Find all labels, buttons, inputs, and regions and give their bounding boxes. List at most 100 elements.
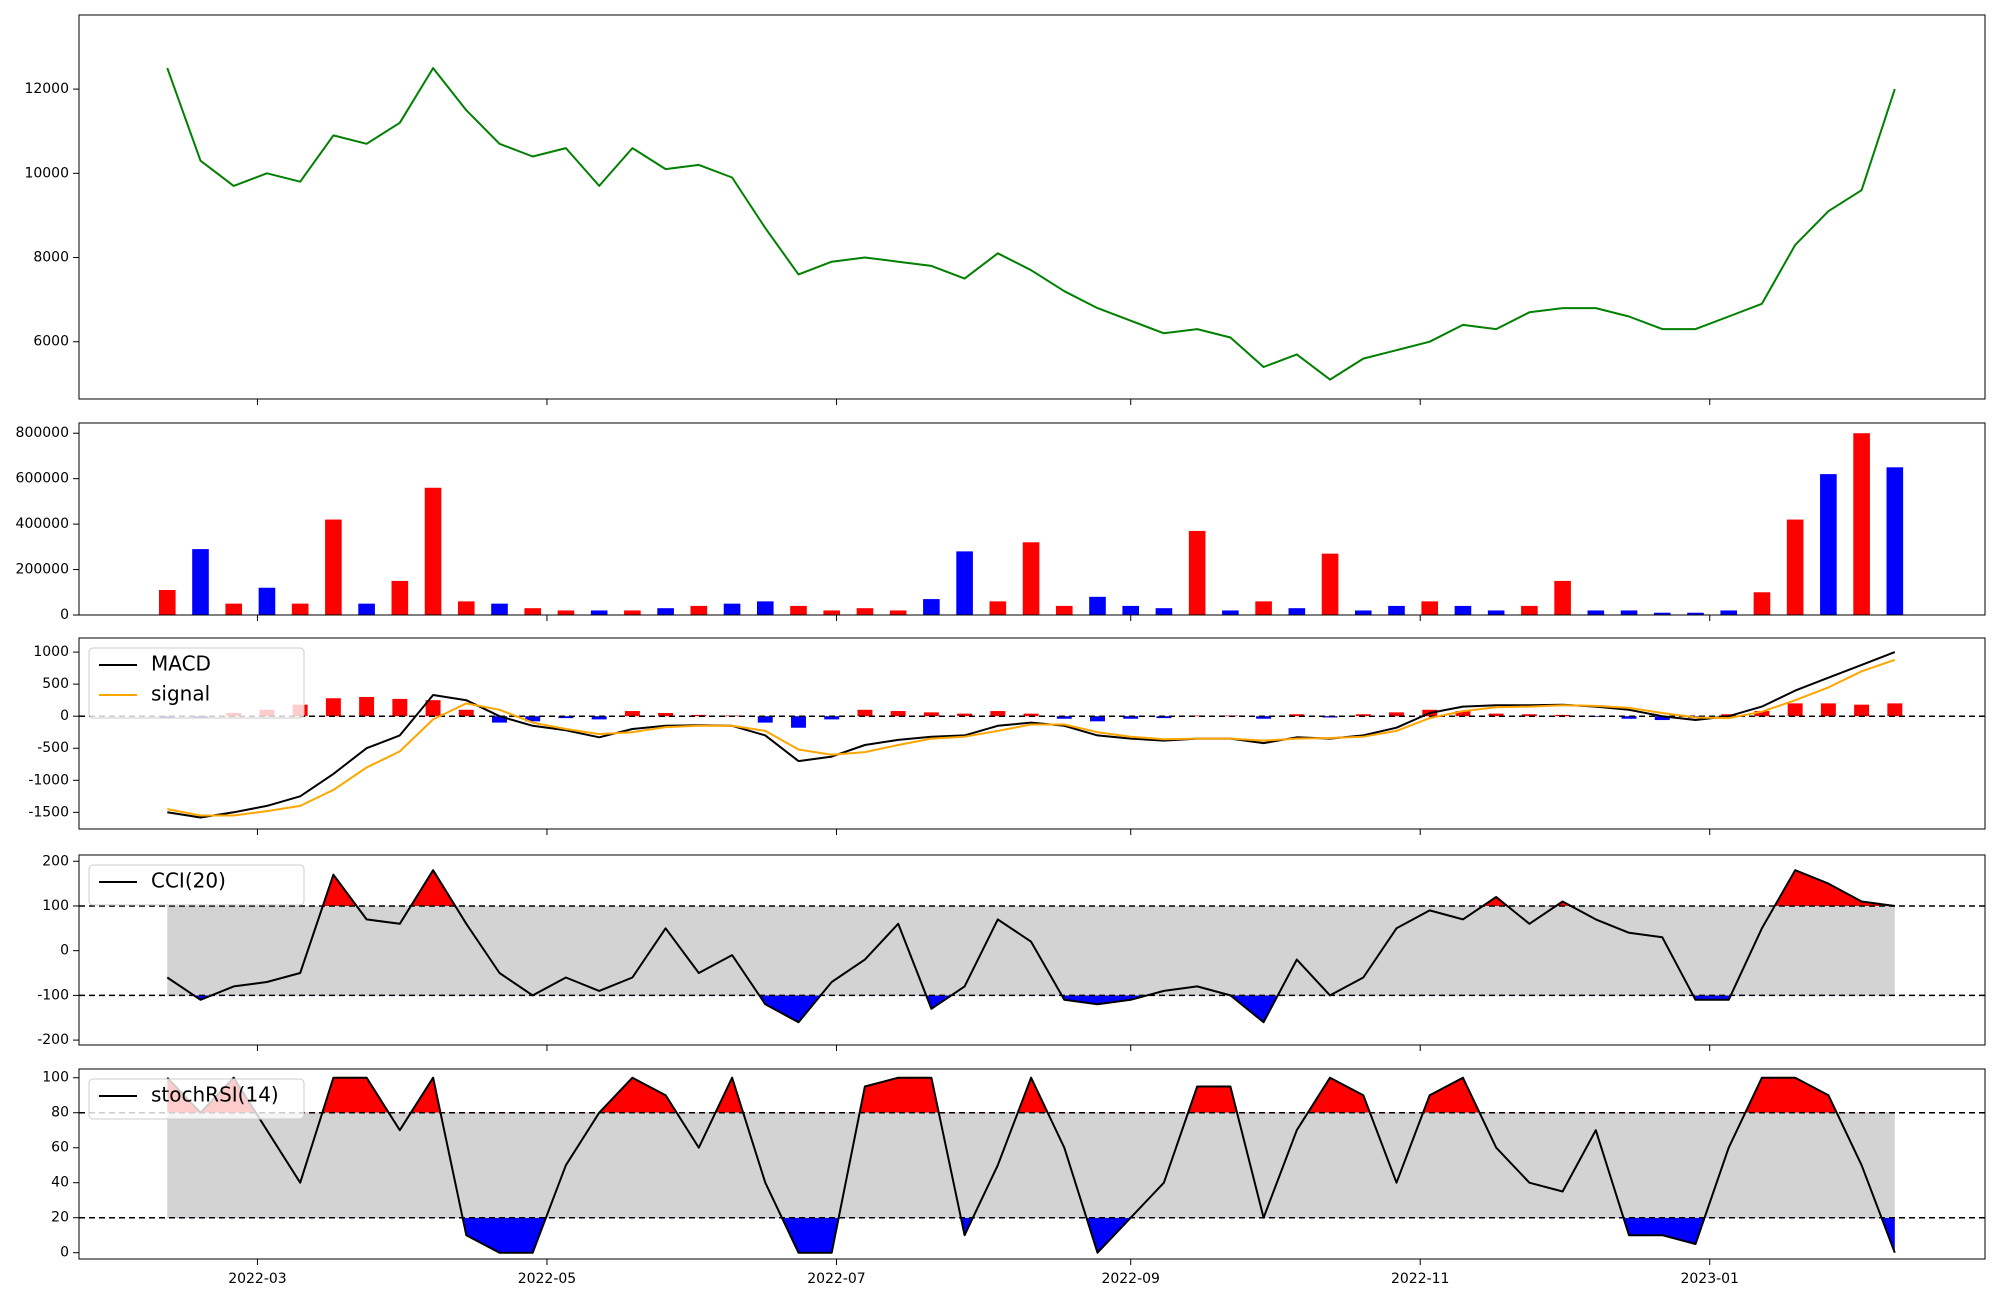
histogram-bar: [1189, 715, 1205, 717]
volume-bar: [1022, 542, 1040, 615]
histogram-bar: [824, 716, 840, 720]
volume-bar: [424, 487, 442, 615]
legend: CCI(20): [88, 864, 305, 906]
volume-bar: [1554, 580, 1571, 615]
plot-frame: [78, 854, 1986, 1046]
volume-bar: [856, 608, 874, 615]
histogram-bar: [757, 716, 773, 723]
x-tick-label: 2022-09: [1101, 1271, 1160, 1287]
plot-frame: [78, 1068, 1986, 1260]
volume-bar: [1321, 553, 1339, 615]
histogram-bar: [624, 711, 640, 717]
histogram-bar: [1156, 716, 1172, 719]
volume-bar: [1687, 612, 1704, 615]
histogram-bar: [1355, 714, 1371, 717]
volume-bar: [291, 603, 309, 615]
volume-bar: [391, 580, 409, 615]
histogram-bar: [1123, 716, 1139, 719]
volume-bar: [1886, 467, 1904, 615]
threshold-fill: [167, 1077, 1837, 1113]
y-tick-label: -1000: [28, 772, 69, 788]
histogram-bar: [691, 714, 707, 717]
volume-bar: [1222, 610, 1239, 615]
histogram-bar: [1023, 713, 1039, 717]
y-tick-label: 100: [42, 898, 69, 914]
x-tick-label: 2022-05: [518, 1271, 577, 1287]
threshold-fill: [167, 1217, 1895, 1253]
histogram-bar: [591, 716, 607, 720]
y-tick-label: 200: [42, 853, 69, 869]
y-tick-label: 500: [42, 676, 69, 692]
series-line: [166, 869, 1895, 1024]
volume-bar: [690, 605, 708, 615]
volume-bar: [1753, 592, 1771, 615]
volume-bar: [657, 608, 674, 615]
histogram-bar: [492, 716, 507, 723]
legend-label: stochRSI(14): [151, 1083, 279, 1107]
y-tick-label: 100: [42, 1070, 69, 1086]
x-tick-label: 2022-03: [228, 1271, 287, 1287]
volume-bar: [1188, 530, 1206, 615]
threshold-band: [167, 1112, 1895, 1218]
plot-frame: [78, 637, 1986, 830]
legend-label: MACD: [151, 652, 211, 676]
y-tick-label: -1500: [28, 804, 69, 820]
legend-label: signal: [151, 682, 210, 706]
volume-bar: [524, 608, 542, 615]
y-tick-label: 20: [51, 1210, 69, 1226]
volume-bar: [1255, 601, 1272, 615]
histogram-bar: [558, 716, 574, 719]
volume-bar: [989, 601, 1007, 615]
series-line: [166, 67, 1896, 381]
volume-bar: [1653, 612, 1671, 615]
y-tick-label: 12000: [24, 81, 69, 97]
y-tick-label: 200000: [16, 562, 69, 578]
histogram-bar: [1887, 703, 1903, 717]
volume-bar: [1288, 608, 1306, 615]
y-tick-label: 1000: [33, 644, 69, 660]
volume-bar: [1587, 610, 1605, 615]
volume-bar: [1155, 608, 1173, 615]
legend: stochRSI(14): [88, 1078, 305, 1120]
volume-bar: [1421, 601, 1439, 615]
volume-bar: [1720, 610, 1738, 615]
histogram-bar: [890, 711, 906, 717]
volume-bar: [225, 603, 243, 615]
histogram-bar: [1787, 703, 1803, 717]
volume-bar: [1487, 610, 1505, 615]
histogram-bar: [857, 709, 873, 717]
y-tick-label: -100: [37, 987, 69, 1003]
volume-bar: [756, 601, 774, 615]
volume-bar: [1620, 610, 1638, 615]
histogram-bar: [1455, 711, 1471, 717]
volume-bar: [889, 610, 907, 615]
histogram-bar: [1854, 704, 1870, 717]
y-tick-label: 800000: [16, 425, 69, 441]
volume-bar: [1122, 605, 1140, 615]
volume-bar: [923, 599, 940, 615]
legend-box: [88, 1078, 305, 1120]
histogram-bar: [1389, 712, 1404, 717]
histogram-bar: [325, 698, 341, 717]
series-line: [166, 1076, 1896, 1254]
histogram-bar: [791, 716, 806, 728]
y-tick-label: 0: [60, 1245, 69, 1261]
x-tick-label: 2023-01: [1680, 1271, 1739, 1287]
volume-bar: [1354, 610, 1372, 615]
volume-bar: [1454, 605, 1472, 615]
volume-bar: [1089, 596, 1106, 615]
histogram-bar: [1090, 716, 1105, 722]
volume-bar: [1820, 474, 1837, 615]
volume-bar: [325, 519, 342, 615]
plot-frame: [78, 14, 1986, 400]
series-line: [167, 658, 1896, 817]
histogram-bar: [1488, 713, 1504, 717]
volume-bar: [457, 601, 475, 615]
y-tick-label: 60: [51, 1140, 69, 1156]
y-tick-label: 6000: [33, 334, 69, 350]
histogram-bar: [1654, 716, 1670, 721]
histogram-bar: [1621, 716, 1637, 719]
volume-bar: [790, 605, 807, 615]
histogram-bar: [1754, 711, 1770, 717]
